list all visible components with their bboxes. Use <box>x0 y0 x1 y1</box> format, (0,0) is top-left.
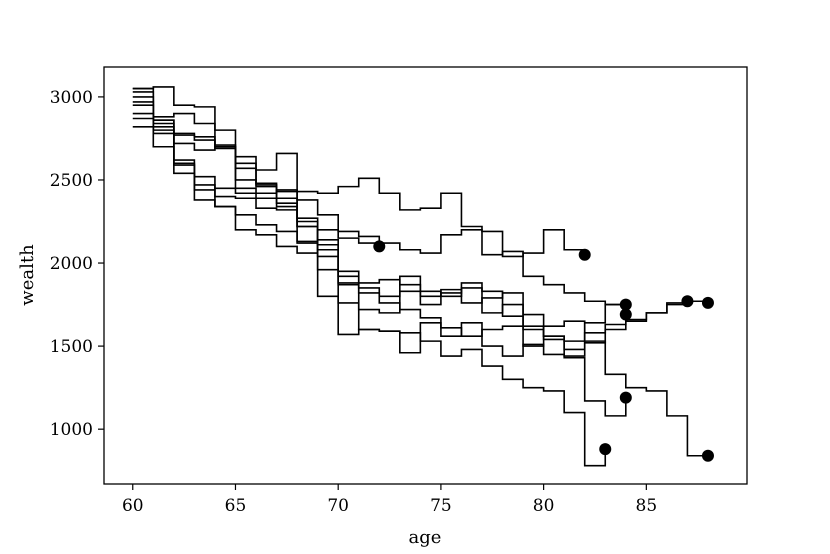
series-layer <box>132 86 709 467</box>
x-tick-label: 65 <box>225 496 247 516</box>
x-tick-label: 80 <box>533 496 555 516</box>
y-tick-label: 2500 <box>50 171 93 191</box>
end-marker-5 <box>681 295 694 308</box>
end-marker-2 <box>578 248 591 261</box>
x-tick-label: 60 <box>122 496 144 516</box>
end-marker-8 <box>599 443 612 456</box>
end-marker-7 <box>619 391 632 404</box>
end-marker-1 <box>373 240 386 253</box>
y-tick-label: 1000 <box>50 420 93 440</box>
series-line-9 <box>132 117 708 457</box>
x-axis: 60 65 70 75 80 85 <box>122 484 657 516</box>
x-tick-label: 85 <box>636 496 658 516</box>
end-marker-3 <box>619 298 632 311</box>
y-tick-label: 2000 <box>50 254 93 274</box>
end-marker-6 <box>701 296 714 309</box>
y-tick-label: 1500 <box>50 337 93 357</box>
x-tick-label: 75 <box>430 496 452 516</box>
x-axis-label: age <box>409 527 442 548</box>
end-marker-9 <box>701 449 714 462</box>
series-line-1 <box>132 126 381 254</box>
series-line-8 <box>132 91 607 467</box>
end-marker-layer <box>373 240 714 462</box>
series-line-2 <box>132 86 586 258</box>
plot-frame <box>103 66 748 485</box>
end-marker-4 <box>619 308 632 321</box>
y-axis: 1000 1500 2000 2500 3000 <box>50 88 104 440</box>
y-tick-label: 3000 <box>50 88 93 108</box>
y-axis-label: wealth <box>17 244 38 306</box>
x-tick-label: 70 <box>327 496 349 516</box>
